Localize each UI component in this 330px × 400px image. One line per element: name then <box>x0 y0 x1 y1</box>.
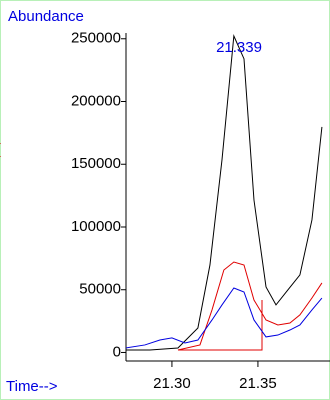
y-tick-label: 250000 <box>71 30 121 47</box>
x-axis-label: Time--> <box>6 378 58 395</box>
y-axis-label: Abundance <box>8 8 84 25</box>
peak-annotation: 21.339 <box>216 39 262 56</box>
y-tick-label: 100000 <box>71 218 121 235</box>
y-tick-label: 0 <box>113 343 121 360</box>
line-series <box>126 34 323 351</box>
y-tick-label: 150000 <box>71 155 121 172</box>
line-series <box>177 261 323 351</box>
x-tick-label: 21.35 <box>239 375 277 392</box>
x-tick-label: 21.30 <box>153 375 191 392</box>
y-tick-label: 50000 <box>79 281 121 298</box>
line-series <box>125 287 323 349</box>
y-tick-label: 200000 <box>71 92 121 109</box>
side-mark: ( <box>0 141 1 158</box>
integration-baseline <box>178 300 263 351</box>
